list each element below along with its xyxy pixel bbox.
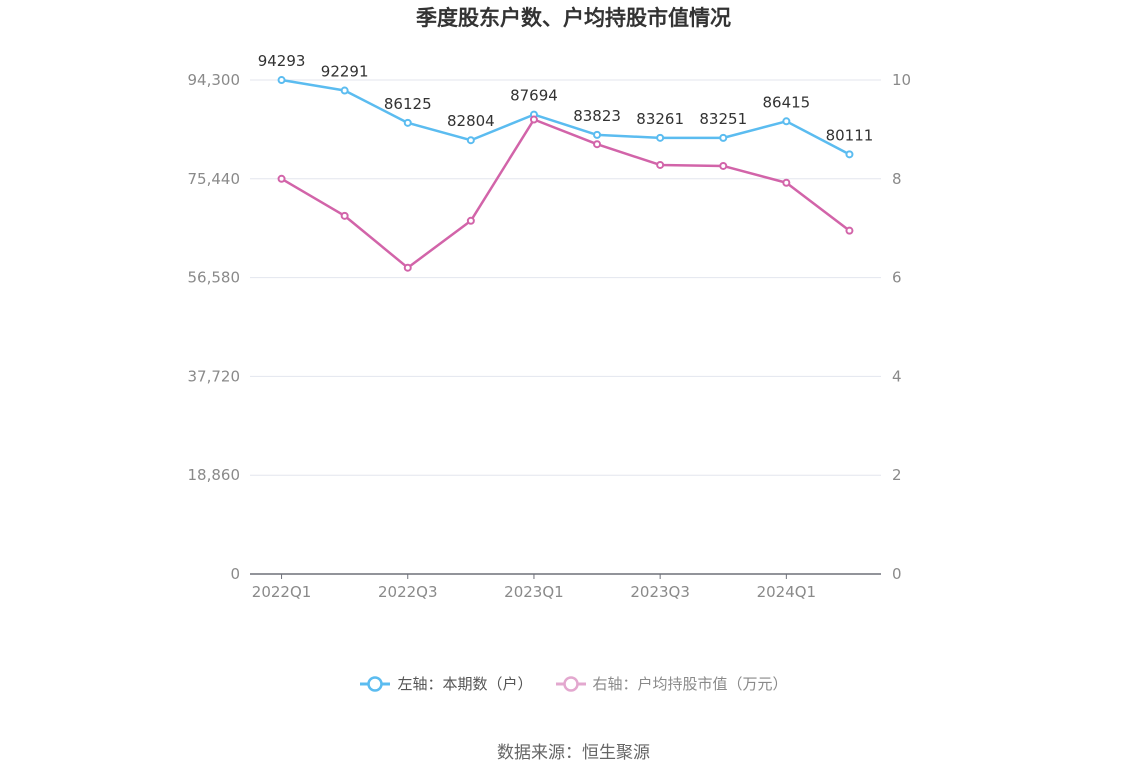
left-axis-tick-label: 56,580 <box>188 269 241 287</box>
data-point-right <box>845 226 854 235</box>
grid-lines <box>250 79 881 476</box>
right-axis-tick-label: 6 <box>892 269 902 287</box>
data-point-left <box>782 117 791 126</box>
series-lines <box>277 76 854 272</box>
data-label: 94293 <box>258 52 306 70</box>
x-axis-tick-label: 2024Q1 <box>757 583 817 601</box>
legend-left-series-icon <box>360 675 391 692</box>
legend-item-right-series[interactable]: 右轴：户均持股市值（万元） <box>555 673 788 694</box>
right-axis-tick-label: 2 <box>892 466 902 484</box>
legend-right-series-icon <box>555 675 586 692</box>
data-point-left <box>277 76 286 85</box>
data-label: 80111 <box>826 126 874 144</box>
x-axis-tick-label: 2022Q3 <box>378 583 438 601</box>
legend-right-series-label: 右轴：户均持股市值（万元） <box>592 675 788 693</box>
data-label: 87694 <box>510 87 558 105</box>
data-point-left <box>656 133 665 142</box>
data-point-left <box>593 130 602 139</box>
data-point-right <box>656 160 665 169</box>
data-label: 92291 <box>321 63 369 81</box>
data-point-left <box>466 136 475 145</box>
legend-item-left-series[interactable]: 左轴：本期数（户） <box>359 673 533 694</box>
legend-left-series-label: 左轴：本期数（户） <box>397 675 533 693</box>
legend: 左轴：本期数（户） 右轴：户均持股市值（万元） <box>0 673 1147 694</box>
data-point-right <box>529 115 538 124</box>
right-axis-tick-label: 8 <box>892 170 902 188</box>
axes: 0 0 18,860 2 37,720 4 56,580 6 75,440 8 94,300 10 20… <box>188 71 912 601</box>
series-line-left <box>281 78 851 156</box>
data-label: 83261 <box>636 110 684 128</box>
data-point-left <box>340 86 349 95</box>
x-axis-tick-label: 2023Q1 <box>504 583 564 601</box>
source-note: 数据来源：恒生聚源 <box>497 743 650 763</box>
data-label: 86125 <box>384 95 432 113</box>
data-label: 83251 <box>699 110 747 128</box>
right-axis-tick-label: 10 <box>892 71 911 89</box>
data-point-left <box>403 118 412 127</box>
data-label: 82804 <box>447 112 495 130</box>
left-axis-tick-label: 37,720 <box>188 367 241 385</box>
left-axis-tick-label: 18,860 <box>188 466 241 484</box>
data-label: 86415 <box>762 93 810 111</box>
data-point-right <box>403 263 412 272</box>
left-axis-tick-label: 75,440 <box>188 170 241 188</box>
x-axis-tick-label: 2022Q1 <box>252 583 312 601</box>
right-axis-tick-label: 0 <box>892 565 902 583</box>
data-label: 83823 <box>573 107 621 125</box>
left-axis-tick-label: 94,300 <box>188 71 241 89</box>
data-point-left <box>845 150 854 159</box>
right-axis-tick-label: 4 <box>892 367 902 385</box>
data-point-right <box>593 140 602 149</box>
left-axis-tick-label: 0 <box>230 565 240 583</box>
series-line-right <box>280 118 851 269</box>
x-axis-tick-label: 2023Q3 <box>630 583 690 601</box>
chart-title: 季度股东户数、户均持股市值情况 <box>416 6 731 30</box>
chart-area: 0 0 18,860 2 37,720 4 56,580 6 75,440 8 94,300 10 20… <box>188 52 912 601</box>
data-point-right <box>719 161 728 170</box>
data-point-right <box>466 216 475 225</box>
data-point-right <box>340 211 349 220</box>
data-labels: 94293 92291 86125 82804 87694 83823 83261 83251… <box>258 52 874 144</box>
data-point-left <box>719 133 728 142</box>
data-point-right <box>782 178 791 187</box>
data-point-right <box>277 174 286 183</box>
